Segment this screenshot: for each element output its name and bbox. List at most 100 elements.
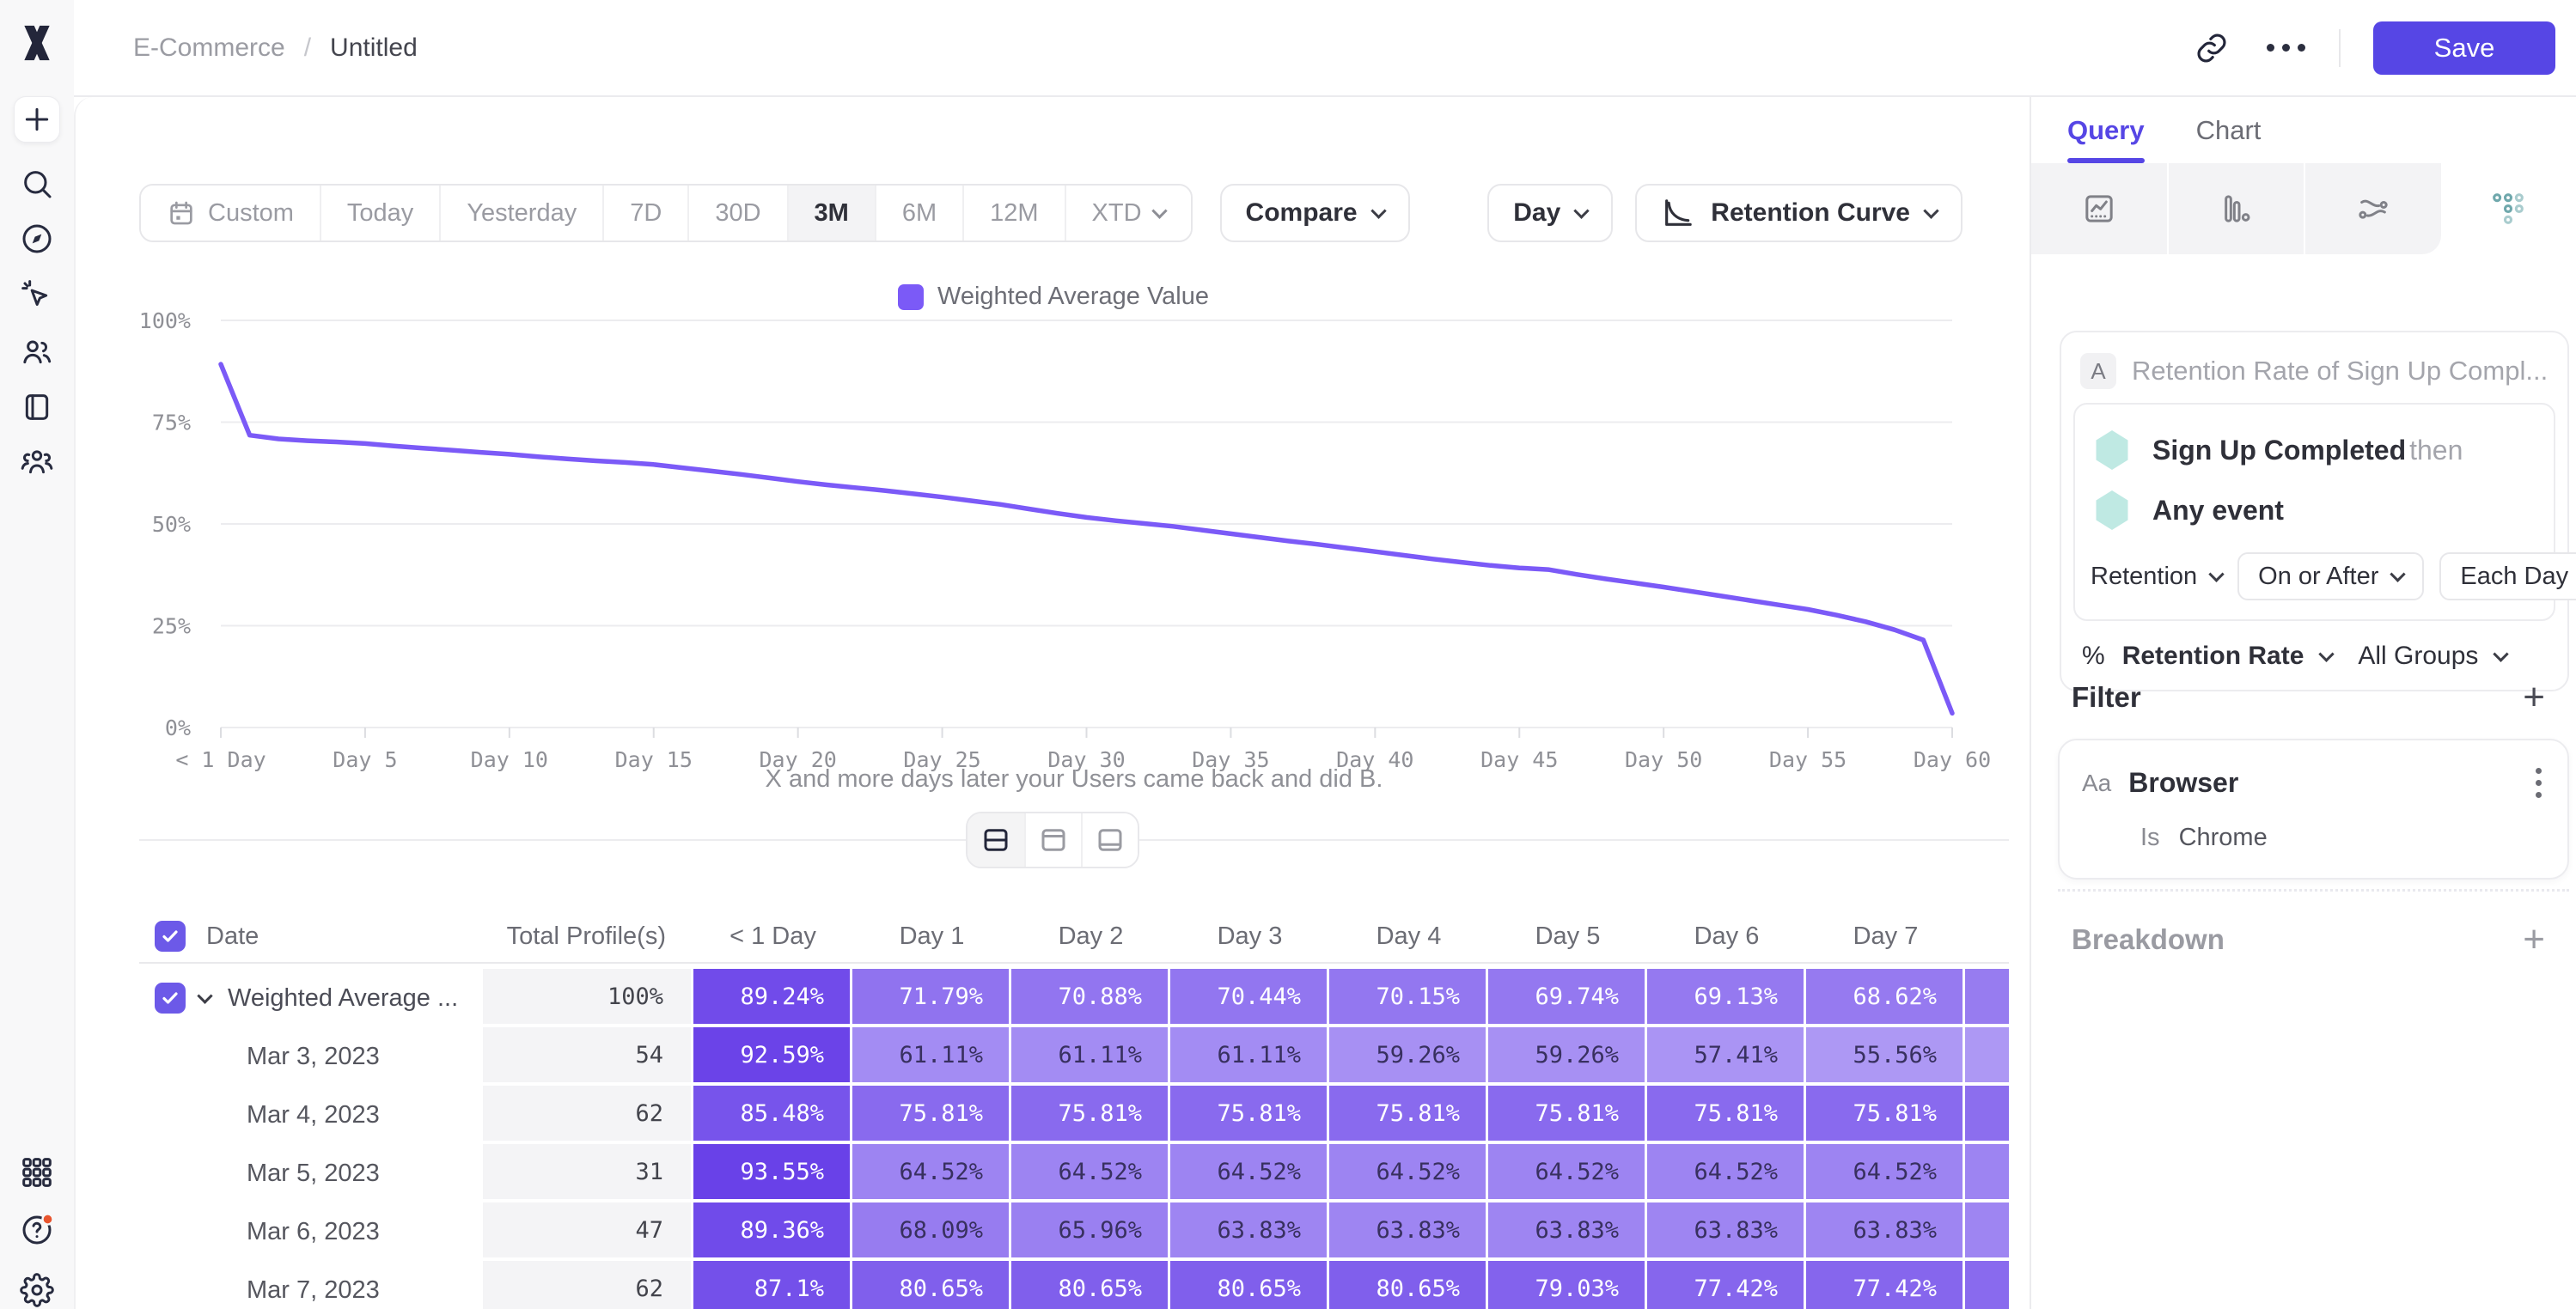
chevron-down-icon[interactable] [197,987,213,1004]
compare-button[interactable]: Compare [1219,184,1410,242]
event-step[interactable]: Sign Up Completed then [2087,420,2542,480]
metric-dropdown[interactable]: Retention Rate [2121,642,2304,670]
range-7d[interactable]: 7D [602,186,688,240]
range-xtd[interactable]: XTD [1064,186,1191,240]
retention-cell[interactable]: 57.41% [1647,1027,1806,1086]
insight-type-trends[interactable] [2031,163,2169,254]
range-3m[interactable]: 3M [786,186,875,240]
retention-cell[interactable]: 80.65% [1329,1261,1488,1309]
retention-cell[interactable]: 75.81% [852,1086,1011,1144]
row-checkbox[interactable] [155,983,186,1014]
split-view-toggle[interactable] [968,813,1024,867]
granularity-dropdown[interactable]: Day [1487,184,1614,242]
col-header-day[interactable]: Day 7 [1853,922,1919,950]
retention-cell[interactable]: 55.56% [1965,1027,2009,1086]
retention-cell[interactable]: 61.11% [852,1027,1011,1086]
retention-cell[interactable]: 63.83% [1965,1202,2009,1261]
retention-cell[interactable]: 63.83% [1170,1202,1329,1261]
kebab-menu-icon[interactable] [2532,764,2545,801]
retention-cell[interactable]: 59.26% [1488,1027,1647,1086]
range-yesterday[interactable]: Yesterday [439,186,603,240]
save-button[interactable]: Save [2373,21,2555,75]
retention-cell[interactable]: 93.55% [693,1144,852,1202]
row-label-cell[interactable]: Mar 5, 2023 [247,1159,380,1187]
table-row[interactable]: Mar 4, 2023 62 85.48% 75.81% 75.81% 75.81% 75.… [139,1086,2009,1144]
retention-cell[interactable]: 64.52% [1329,1144,1488,1202]
row-label-cell[interactable]: Weighted Average ... [139,969,483,1027]
retention-cell[interactable]: 80.65% [1011,1261,1170,1309]
query-title[interactable]: Retention Rate of Sign Up Compl... [2132,356,2549,386]
retention-cell[interactable]: 64.52% [1170,1144,1329,1202]
retention-cell[interactable]: 87.1% [693,1261,852,1309]
retention-cell[interactable]: 85.48% [693,1086,852,1144]
sidebar-item-actions[interactable] [0,278,74,313]
col-header-day[interactable]: Day 1 [899,922,965,950]
range-6m[interactable]: 6M [874,186,963,240]
sidebar-item-cohorts[interactable] [0,445,74,479]
select-all-checkbox[interactable] [155,921,186,952]
range-custom[interactable]: Custom [141,186,320,240]
sidebar-item-help[interactable] [0,1213,74,1247]
retention-cell[interactable]: 75.81% [1170,1086,1329,1144]
col-header-date[interactable]: Date [139,921,483,952]
retention-cell[interactable]: 70.15% [1329,969,1488,1027]
add-breakdown-button[interactable]: + [2523,918,2545,960]
breadcrumb-workspace[interactable]: E-Commerce [133,33,285,62]
retention-cell[interactable]: 61.11% [1011,1027,1170,1086]
col-header-day[interactable]: Day 5 [1535,922,1601,950]
retention-cell[interactable]: 92.59% [693,1027,852,1086]
retention-cell[interactable]: 64.52% [1647,1144,1806,1202]
retention-cell[interactable]: 77.42% [1647,1261,1806,1309]
retention-line-chart[interactable]: 100% 75% 50% 25% 0% < 1 Day Day 5 Day 10 Day 15 D… [139,292,2009,807]
retention-cell[interactable]: 64.52% [852,1144,1011,1202]
retention-cell[interactable]: 64.52% [1011,1144,1170,1202]
group-dropdown[interactable]: All Groups [2358,642,2479,670]
sidebar-item-apps[interactable] [0,1155,74,1190]
retention-cell[interactable]: 59.26% [1329,1027,1488,1086]
event-step[interactable]: Any event [2087,480,2542,540]
table-row[interactable]: Weighted Average ... 100% 89.24% 71.79% 70.8… [139,969,2009,1027]
sidebar-item-notebooks[interactable] [0,390,74,424]
tab-query[interactable]: Query [2067,114,2145,145]
tab-chart[interactable]: Chart [2195,114,2262,145]
retention-cell[interactable]: 68.13% [1965,969,2009,1027]
retention-cell[interactable]: 69.74% [1488,969,1647,1027]
insight-type-retention[interactable] [2440,163,2576,254]
table-view-toggle[interactable] [1081,813,1138,867]
retention-cell[interactable]: 64.52% [1965,1144,2009,1202]
retention-cell[interactable]: 89.24% [693,969,852,1027]
sidebar-item-explore[interactable] [0,222,74,256]
retention-cell[interactable]: 75.81% [1806,1086,1965,1144]
retention-cell[interactable]: 74.19% [1965,1086,2009,1144]
share-link-button[interactable] [2191,27,2232,69]
retention-cell[interactable]: 75.81% [1329,1086,1488,1144]
table-row[interactable]: Mar 5, 2023 31 93.55% 64.52% 64.52% 64.52% 64.… [139,1144,2009,1202]
retention-cell[interactable]: 89.36% [693,1202,852,1261]
col-header-day[interactable]: < 1 Day [729,922,816,950]
col-header-total[interactable]: Total Profile(s) [506,922,666,950]
col-header-day[interactable]: Day 6 [1694,922,1760,950]
breadcrumb-current[interactable]: Untitled [330,33,418,62]
col-header-day[interactable]: Day 4 [1376,922,1442,950]
retention-window-dropdown[interactable]: On or After [2237,552,2425,600]
retention-cell[interactable]: 63.83% [1488,1202,1647,1261]
sidebar-item-settings[interactable] [0,1273,74,1307]
row-label-cell[interactable]: Mar 7, 2023 [247,1276,380,1304]
filter-card[interactable]: Aa Browser Is Chrome [2058,739,2569,880]
retention-cell[interactable]: 64.52% [1806,1144,1965,1202]
retention-cell[interactable]: 79.03% [1488,1261,1647,1309]
retention-cell[interactable]: 63.83% [1329,1202,1488,1261]
retention-interval-dropdown[interactable]: Each Day [2439,552,2576,600]
filter-field[interactable]: Browser [2128,767,2239,798]
row-label-cell[interactable]: Mar 6, 2023 [247,1217,380,1245]
retention-cell[interactable]: 80.65% [852,1261,1011,1309]
plus-icon[interactable] [14,96,60,143]
more-options-button[interactable] [2265,27,2306,69]
retention-mode-dropdown[interactable]: Retention [2091,563,2225,591]
col-header-day[interactable]: Day 3 [1217,922,1283,950]
retention-cell[interactable]: 63.83% [1806,1202,1965,1261]
retention-cell[interactable]: 71.79% [852,969,1011,1027]
sidebar-item-new[interactable] [0,96,74,143]
retention-cell[interactable]: 77.42% [1806,1261,1965,1309]
retention-cell[interactable]: 75.81% [1647,1086,1806,1144]
